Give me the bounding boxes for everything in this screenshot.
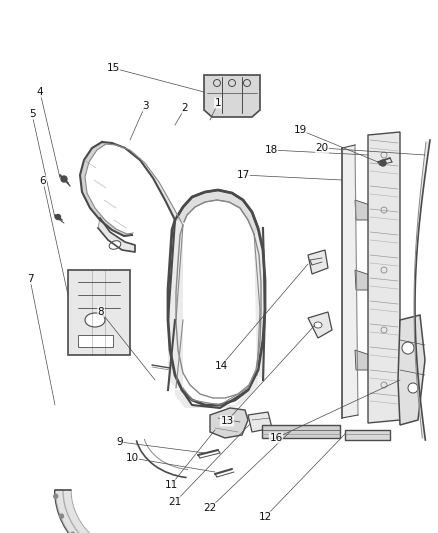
Circle shape: [71, 532, 75, 533]
Polygon shape: [308, 312, 332, 338]
Polygon shape: [175, 370, 258, 408]
Circle shape: [380, 160, 386, 166]
Polygon shape: [342, 145, 358, 418]
Polygon shape: [355, 200, 372, 220]
Text: 21: 21: [168, 497, 182, 507]
Polygon shape: [68, 270, 130, 355]
Polygon shape: [248, 412, 272, 432]
Polygon shape: [368, 132, 400, 423]
Text: 14: 14: [214, 361, 228, 371]
Circle shape: [56, 214, 60, 220]
Text: 3: 3: [141, 101, 148, 111]
Polygon shape: [308, 250, 328, 274]
Text: 2: 2: [182, 103, 188, 113]
Polygon shape: [345, 430, 390, 440]
Bar: [78, 335, 113, 347]
Polygon shape: [210, 408, 248, 438]
Text: 8: 8: [98, 307, 104, 317]
Text: 17: 17: [237, 170, 250, 180]
Text: 19: 19: [293, 125, 307, 135]
Text: 16: 16: [269, 433, 283, 443]
Circle shape: [408, 383, 418, 393]
Circle shape: [402, 342, 414, 354]
Text: 9: 9: [117, 437, 124, 447]
Ellipse shape: [314, 322, 322, 328]
Text: 18: 18: [265, 145, 278, 155]
Ellipse shape: [85, 313, 105, 327]
Text: 22: 22: [203, 503, 217, 513]
Text: 15: 15: [106, 63, 120, 73]
Text: 13: 13: [220, 416, 233, 426]
Polygon shape: [355, 350, 372, 370]
Polygon shape: [355, 270, 372, 290]
Polygon shape: [262, 425, 340, 438]
Text: 5: 5: [28, 109, 35, 119]
Polygon shape: [168, 220, 183, 388]
Polygon shape: [204, 75, 260, 117]
Polygon shape: [254, 228, 265, 380]
Polygon shape: [80, 142, 133, 236]
Polygon shape: [175, 190, 258, 234]
Text: 4: 4: [37, 87, 43, 97]
Text: 1: 1: [215, 98, 221, 108]
Text: 10: 10: [125, 453, 138, 463]
Polygon shape: [414, 140, 430, 440]
Polygon shape: [398, 315, 425, 425]
Text: 7: 7: [27, 274, 33, 284]
Text: 11: 11: [164, 480, 178, 490]
Text: 20: 20: [315, 143, 328, 153]
Text: 12: 12: [258, 512, 272, 522]
Polygon shape: [98, 218, 135, 252]
Circle shape: [60, 514, 64, 518]
Text: 6: 6: [40, 176, 46, 186]
Ellipse shape: [109, 241, 121, 249]
Polygon shape: [102, 142, 183, 225]
Polygon shape: [55, 490, 155, 533]
Circle shape: [61, 176, 67, 182]
Circle shape: [54, 494, 58, 498]
